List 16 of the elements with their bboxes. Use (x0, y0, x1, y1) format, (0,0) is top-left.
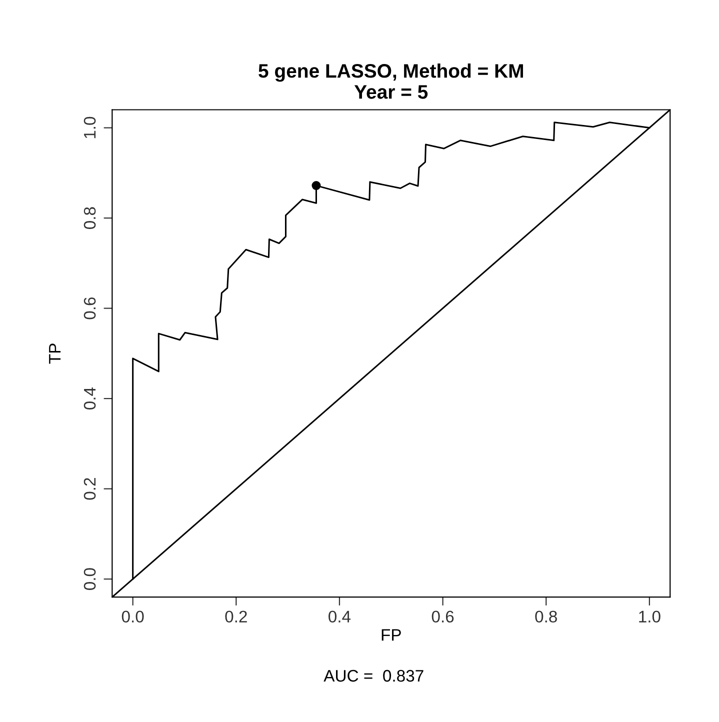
x-axis-title: FP (382, 629, 401, 641)
x-tick-label: 0.2 (225, 610, 247, 623)
y-tick-label: 0.0 (84, 568, 96, 590)
y-axis-title: TP (49, 344, 61, 364)
chart-title: 5 gene LASSO, Method = KM Year = 5 (258, 64, 523, 99)
x-tick-label: 0.4 (328, 610, 351, 623)
y-tick-label: 0.4 (84, 387, 96, 410)
y-tick-label: 0.8 (84, 207, 96, 229)
text: AUC = 0.837 (324, 670, 424, 682)
x-tick-label: 0.8 (535, 610, 557, 623)
x-tick-label: 0.0 (122, 610, 144, 623)
x-tick-label: 1.0 (639, 610, 660, 623)
x-tick-label: 0.6 (432, 610, 454, 623)
y-tick-label: 0.2 (84, 478, 96, 500)
y-tick-label: 1.0 (84, 116, 96, 138)
y-tick-label: 0.6 (84, 297, 96, 320)
